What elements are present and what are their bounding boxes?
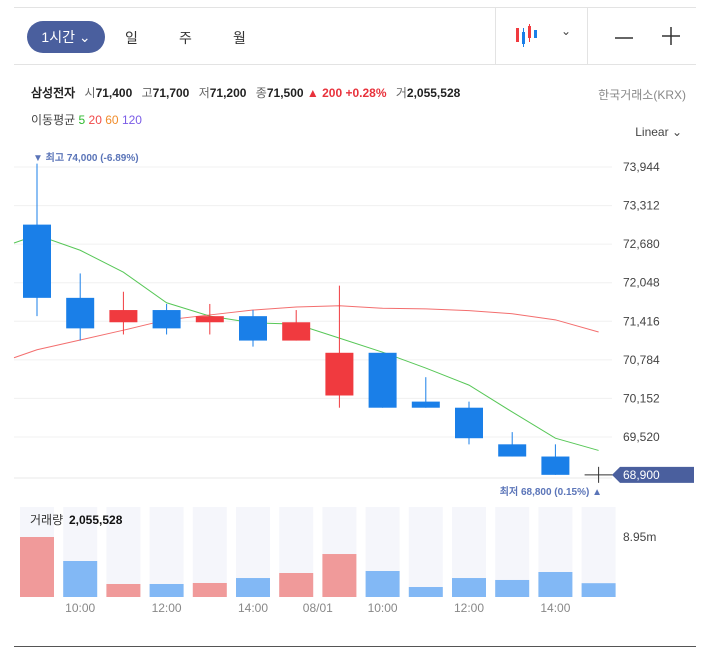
volume-bar — [192, 582, 227, 597]
tab-week[interactable]: 주 — [179, 30, 192, 46]
volume-bar — [408, 587, 443, 597]
y-tick-label: 70,784 — [623, 353, 660, 367]
volume-slot — [149, 507, 184, 597]
volume-bar — [236, 578, 270, 597]
scale-mode-dropdown[interactable]: Linear ⌄ — [635, 125, 682, 139]
y-tick-label: 73,312 — [623, 199, 660, 213]
candle-body — [325, 352, 354, 396]
ma20-line — [13, 305, 599, 359]
volume-label: 거래량 — [30, 513, 63, 527]
candlestick-chart-icon[interactable] — [514, 24, 540, 48]
volume-bar — [322, 554, 357, 597]
open-label: 시 — [84, 86, 96, 100]
volume-bar — [279, 573, 314, 597]
scale-mode-label: Linear — [635, 125, 669, 139]
candle-body — [66, 297, 95, 329]
candle-body — [239, 316, 267, 341]
zoom-out-icon[interactable] — [614, 28, 634, 48]
volume-bar — [538, 571, 573, 597]
close-label: 종 — [255, 86, 267, 100]
ma-120[interactable]: 120 — [121, 113, 142, 127]
candle-body — [152, 310, 181, 329]
chevron-down-icon: ⌄ — [671, 125, 682, 139]
x-tick-label: 14:00 — [238, 601, 268, 615]
volume-bar — [106, 583, 141, 597]
ma-60[interactable]: 60 — [105, 113, 119, 127]
zoom-in-icon[interactable] — [661, 26, 681, 46]
y-tick-label: 70,152 — [623, 391, 660, 405]
volume-label: 거 — [395, 86, 407, 100]
tab-day[interactable]: 일 — [125, 30, 138, 46]
current-price-label: 68,900 — [623, 468, 660, 482]
x-tick-label: 12:00 — [454, 601, 484, 615]
y-tick-label: 73,944 — [623, 160, 660, 174]
stock-name: 삼성전자 — [31, 86, 76, 100]
y-tick-label: 72,680 — [623, 237, 660, 251]
current-price-tag — [612, 466, 694, 483]
divider — [495, 8, 496, 64]
chevron-down-icon: ⌄ — [78, 29, 91, 45]
volume-bar — [20, 537, 54, 597]
volume-total: 2,055,528 — [69, 513, 123, 527]
candle-body — [498, 444, 527, 457]
volume-value: 2,055,528 — [406, 86, 461, 100]
x-tick-label: 12:00 — [152, 601, 182, 615]
low-value: 71,200 — [209, 86, 247, 100]
top-divider — [14, 7, 696, 8]
candle-body — [368, 352, 397, 408]
candle-body — [23, 224, 51, 298]
quote-summary: 삼성전자 시71,400 고71,700 저71,200 종71,500 ▲ 2… — [31, 84, 460, 101]
volume-slot — [192, 507, 227, 597]
high-value: 71,700 — [152, 86, 190, 100]
chart-type-chevron-icon[interactable]: ⌄ — [561, 24, 572, 38]
candle-body — [541, 456, 570, 475]
y-tick-label: 71,416 — [623, 314, 660, 328]
ma-5[interactable]: 5 — [78, 113, 86, 127]
low-marker: 최저 68,800 (0.15%) ▲ — [500, 485, 602, 498]
candle-body — [411, 401, 440, 408]
x-tick-label: 14:00 — [540, 601, 570, 615]
volume-slot — [581, 507, 616, 597]
moving-average-legend[interactable]: 이동평균 5 20 60 120 — [31, 111, 142, 128]
y-tick-label: 72,048 — [623, 276, 660, 290]
x-tick-label: 08/01 — [303, 601, 333, 615]
bottom-divider — [14, 646, 696, 647]
change-percent: +0.28% — [345, 86, 387, 100]
volume-bar — [452, 578, 486, 597]
low-label: 저 — [198, 86, 210, 100]
candle-body — [195, 316, 224, 323]
divider — [587, 8, 588, 64]
volume-bar — [63, 561, 98, 597]
candle-body — [282, 322, 311, 341]
volume-bar — [365, 570, 400, 597]
change-value: ▲ 200 — [306, 86, 343, 100]
ma-20[interactable]: 20 — [88, 113, 102, 127]
volume-slot — [106, 507, 141, 597]
volume-bar — [581, 583, 616, 597]
interval-dropdown[interactable]: 1시간 ⌄ — [27, 21, 105, 53]
high-label: 고 — [141, 86, 153, 100]
ma5-line — [13, 234, 599, 451]
ma-label: 이동평균 — [31, 113, 76, 127]
x-tick-label: 10:00 — [368, 601, 398, 615]
volume-bar — [149, 583, 184, 597]
x-tick-label: 10:00 — [65, 601, 95, 615]
candle-body — [455, 407, 483, 439]
close-value: 71,500 — [266, 86, 304, 100]
open-value: 71,400 — [95, 86, 133, 100]
candle-body — [109, 310, 138, 323]
chart-toolbar: 1시간 ⌄ 일 주 월 ⌄ — [14, 8, 696, 65]
interval-label: 1시간 — [41, 29, 75, 45]
y-tick-label: 69,520 — [623, 430, 660, 444]
volume-bar — [495, 579, 530, 597]
high-marker: ▼ 최고 74,000 (-6.89%) — [33, 151, 139, 164]
volume-slot — [408, 507, 443, 597]
exchange-label: 한국거래소(KRX) — [598, 88, 686, 102]
tab-month[interactable]: 월 — [233, 30, 246, 46]
volume-max-label: 8.95m — [623, 530, 656, 544]
